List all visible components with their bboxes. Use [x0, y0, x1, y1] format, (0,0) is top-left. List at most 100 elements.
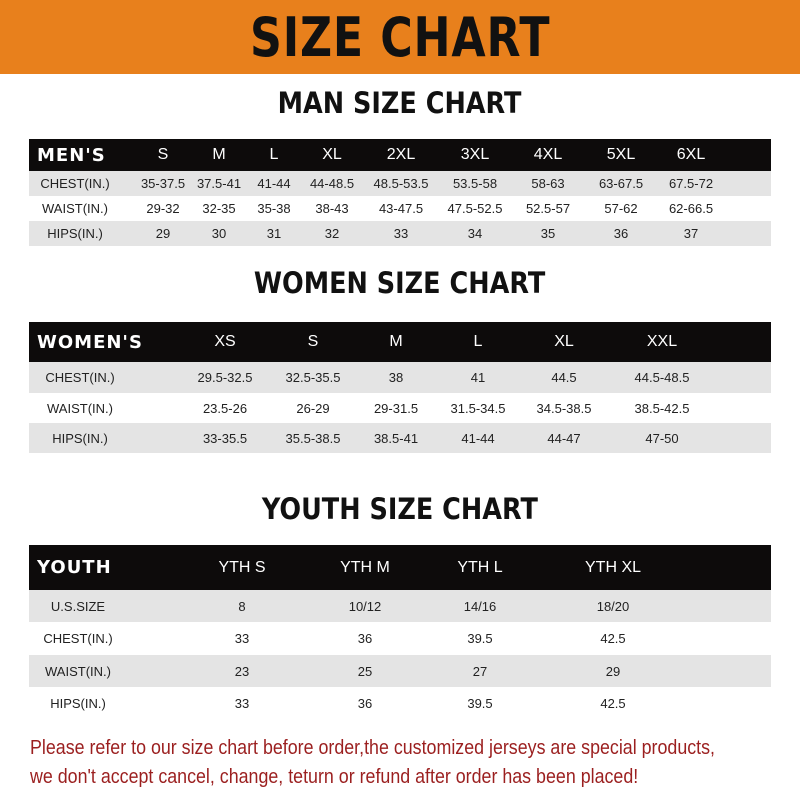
size-column-header: XS	[214, 333, 236, 350]
table-cell: 23	[234, 663, 250, 679]
table-cell: 53.5-58	[452, 176, 498, 191]
table-cell: 41-44	[257, 176, 291, 191]
table-cell: 14/16	[463, 598, 497, 614]
table-cell: 18/20	[596, 598, 630, 614]
men-chart-title: MAN SIZE CHART	[0, 86, 800, 120]
table-cell: 44-48.5	[309, 176, 355, 191]
table-cell: 36	[613, 226, 629, 241]
table-cell: 58-63	[531, 176, 565, 191]
size-column-header: M	[389, 333, 403, 350]
measurement-label: HIPS(IN.)	[47, 226, 103, 241]
table-cell: 35-37.5	[140, 176, 186, 191]
table-cell: 63-67.5	[598, 176, 644, 191]
size-column-header: 6XL	[676, 146, 706, 163]
table-cell: 32-35	[202, 201, 236, 216]
table-cell: 34.5-38.5	[536, 400, 592, 416]
table-cell: 35-38	[257, 201, 291, 216]
table-cell: 43-47.5	[378, 201, 424, 216]
measurement-label: HIPS(IN.)	[50, 695, 106, 711]
table-cell: 44-47	[547, 430, 581, 446]
table-cell: 30	[211, 226, 227, 241]
table-cell: 67.5-72	[668, 176, 714, 191]
men-chart-title-text: MAN SIZE CHART	[278, 86, 522, 120]
table-cell: 25	[357, 663, 373, 679]
table-header-row: YOUTH YTH S YTH M YTH L YTH XL	[29, 545, 771, 590]
youth-chart-title: YOUTH SIZE CHART	[0, 492, 800, 526]
table-cell: 38.5-41	[373, 430, 419, 446]
size-column-header: YTH L	[457, 558, 503, 576]
table-row: WAIST(IN.) 29-32 32-35 35-38 38-43 43-47.5 47.…	[29, 196, 771, 221]
table-row: U.S.SIZE 8 10/12 14/16 18/20	[29, 590, 771, 622]
table-header-label: YOUTH	[37, 557, 112, 578]
measurement-label: WAIST(IN.)	[45, 663, 111, 679]
table-cell: 29-31.5	[373, 400, 419, 416]
size-column-header: YTH S	[218, 558, 266, 576]
table-row: HIPS(IN.) 29 30 31 32 33 34 35 36 37	[29, 221, 771, 246]
measurement-label: WAIST(IN.)	[47, 400, 113, 416]
table-cell: 34	[467, 226, 483, 241]
size-column-header: YTH XL	[584, 558, 642, 576]
table-row: HIPS(IN.) 33-35.5 35.5-38.5 38.5-41 41-44 44-…	[29, 423, 771, 453]
table-cell: 29.5-32.5	[197, 370, 253, 385]
table-cell: 32	[324, 226, 340, 241]
table-cell: 47-50	[645, 430, 679, 446]
table-cell: 38	[388, 370, 404, 385]
measurement-label: CHEST(IN.)	[40, 176, 110, 191]
table-cell: 33	[234, 631, 250, 646]
order-notice: Please refer to our size chart before or…	[30, 733, 796, 791]
size-column-header: L	[473, 333, 483, 350]
size-column-header: XXL	[646, 333, 678, 350]
table-cell: 29	[605, 663, 621, 679]
women-chart-title-text: WOMEN SIZE CHART	[254, 266, 546, 300]
table-cell: 44.5-48.5	[634, 370, 690, 385]
table-header-label: MEN'S	[37, 144, 106, 166]
table-cell: 10/12	[348, 598, 382, 614]
size-column-header: S	[157, 146, 169, 163]
table-row: HIPS(IN.) 33 36 39.5 42.5	[29, 687, 771, 719]
size-column-header: 5XL	[606, 146, 636, 163]
table-cell: 35	[540, 226, 556, 241]
table-cell: 41-44	[461, 430, 495, 446]
table-cell: 35.5-38.5	[285, 430, 341, 446]
table-cell: 36	[357, 631, 373, 646]
size-column-header: 2XL	[386, 146, 416, 163]
table-cell: 44.5	[551, 370, 577, 385]
table-cell: 37	[683, 226, 699, 241]
table-cell: 26-29	[296, 400, 330, 416]
size-column-header: 4XL	[533, 146, 563, 163]
table-cell: 33	[393, 226, 409, 241]
table-cell: 47.5-52.5	[447, 201, 503, 216]
size-column-header: S	[307, 333, 319, 350]
size-chart-banner: SIZE CHART	[0, 0, 800, 74]
size-column-header: XL	[554, 333, 574, 350]
table-cell: 52.5-57	[525, 201, 571, 216]
table-cell: 37.5-41	[196, 176, 242, 191]
table-cell: 57-62	[604, 201, 638, 216]
table-cell: 29-32	[146, 201, 180, 216]
table-cell: 33-35.5	[202, 430, 248, 446]
table-cell: 31.5-34.5	[450, 400, 506, 416]
table-cell: 41	[470, 370, 486, 385]
table-row: CHEST(IN.) 29.5-32.5 32.5-35.5 38 41 44.5 44.5…	[29, 362, 771, 393]
measurement-label: WAIST(IN.)	[42, 201, 108, 216]
size-column-header: 3XL	[460, 146, 490, 163]
table-cell: 48.5-53.5	[373, 176, 429, 191]
table-row: WAIST(IN.) 23 25 27 29	[29, 655, 771, 687]
table-cell: 42.5	[600, 695, 626, 711]
measurement-label: CHEST(IN.)	[43, 631, 113, 646]
table-cell: 8	[238, 598, 246, 614]
youth-size-table: YOUTH YTH S YTH M YTH L YTH XL U.S.SIZE 8 10/12…	[29, 545, 771, 719]
table-header-label: WOMEN'S	[37, 331, 143, 353]
table-cell: 31	[266, 226, 282, 241]
order-notice-line: we don't accept cancel, change, teturn o…	[30, 765, 639, 788]
table-cell: 39.5	[467, 631, 493, 646]
table-cell: 38.5-42.5	[634, 400, 690, 416]
women-size-table: WOMEN'S XS S M L XL XXL CHEST(IN.) 29.5-32.5 32.5…	[29, 322, 771, 453]
table-cell: 38-43	[315, 201, 349, 216]
table-cell: 42.5	[600, 631, 626, 646]
measurement-label: HIPS(IN.)	[52, 430, 108, 446]
order-notice-line: Please refer to our size chart before or…	[30, 736, 716, 759]
size-column-header: M	[212, 146, 226, 163]
table-cell: 27	[472, 663, 488, 679]
table-row: CHEST(IN.) 33 36 39.5 42.5	[29, 622, 771, 655]
